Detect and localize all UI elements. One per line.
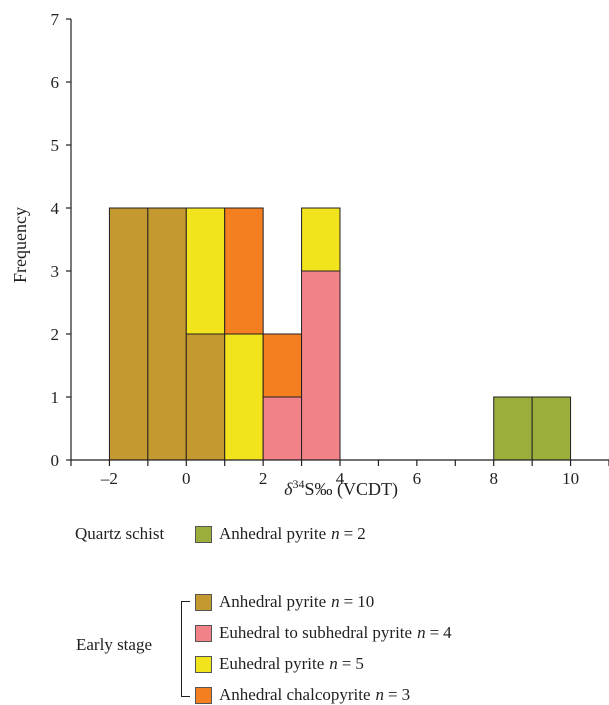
legend-n-symbol: n <box>331 524 340 544</box>
legend-n-value: 4 <box>443 623 452 643</box>
legend-equals: = <box>342 654 352 674</box>
legend-swatch-anhedral_pyrite_quartz <box>195 526 212 543</box>
legend-n-symbol: n <box>329 654 338 674</box>
legend-swatch-euhedral_pyrite <box>195 656 212 673</box>
legend-n-value: 10 <box>357 592 374 612</box>
legend-swatch-euhedral_subhedral_pyrite <box>195 625 212 642</box>
legend-n-value: 3 <box>402 685 411 705</box>
legend-label: Anhedral pyrite <box>219 524 326 544</box>
legend-n-symbol: n <box>417 623 426 643</box>
legend-n-value: 2 <box>357 524 366 544</box>
legend-label: Anhedral pyrite <box>219 592 326 612</box>
legend-group-early-stage: Early stage <box>76 635 152 655</box>
legend-label: Euhedral pyrite <box>219 654 324 674</box>
legend-equals: = <box>344 524 354 544</box>
legend-label: Anhedral chalcopyrite <box>219 685 371 705</box>
legend-n-symbol: n <box>376 685 385 705</box>
legend-n-value: 5 <box>355 654 364 674</box>
legend-equals: = <box>344 592 354 612</box>
legend-swatch-anhedral_pyrite_early <box>195 594 212 611</box>
legend-bracket <box>181 601 190 697</box>
legend-group-quartz-schist: Quartz schist <box>75 524 164 544</box>
legend-equals: = <box>430 623 440 643</box>
legend-label: Euhedral to subhedral pyrite <box>219 623 412 643</box>
legend-n-symbol: n <box>331 592 340 612</box>
legend-equals: = <box>388 685 398 705</box>
